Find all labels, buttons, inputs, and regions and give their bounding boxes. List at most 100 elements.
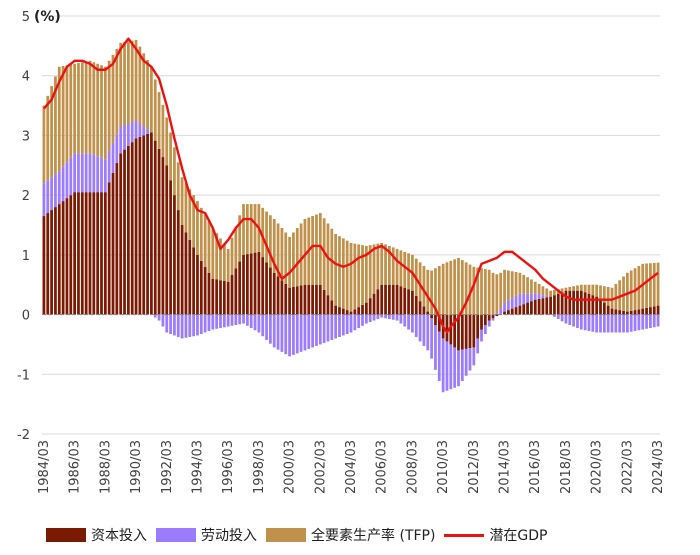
bar-tfp: [42, 105, 46, 184]
bar-tfp: [541, 286, 545, 296]
bar-capital: [226, 281, 230, 315]
bar-tfp: [349, 242, 353, 312]
potential-gdp-line: [43, 37, 659, 334]
bar-tfp: [245, 204, 249, 255]
bar-labor: [307, 314, 311, 349]
bar-capital: [134, 138, 138, 315]
bar-tfp: [629, 270, 633, 311]
bar-labor: [96, 156, 100, 193]
bar-tfp: [418, 262, 422, 302]
bar-tfp: [430, 270, 433, 315]
bar-capital: [364, 302, 368, 315]
x-tick-label: 1996/03: [221, 440, 236, 494]
bar-capital: [173, 195, 176, 315]
bar-tfp: [361, 245, 364, 305]
bar-capital: [288, 287, 291, 315]
bar-labor: [418, 314, 422, 342]
legend-swatch-labor: [156, 528, 196, 542]
legend-swatch-capital: [46, 528, 86, 542]
bar-labor: [253, 314, 257, 331]
bar-labor: [180, 314, 184, 339]
bar-capital: [476, 314, 480, 339]
x-tick-label: 2006/03: [375, 440, 390, 494]
bar-tfp: [80, 62, 84, 154]
bar-labor: [645, 314, 648, 329]
bar-labor: [364, 314, 368, 324]
bar-tfp: [472, 266, 476, 315]
bar-tfp: [537, 283, 541, 295]
bar-labor: [411, 314, 414, 333]
bar-labor: [430, 318, 433, 359]
bar-labor: [292, 314, 295, 355]
bar-tfp: [65, 65, 69, 163]
bar-capital: [184, 232, 188, 315]
y-tick-label: 2: [22, 189, 30, 204]
bar-tfp: [341, 238, 345, 309]
bar-tfp: [606, 286, 610, 306]
bar-tfp: [445, 262, 449, 315]
bar-labor: [372, 314, 376, 321]
bar-tfp: [622, 276, 625, 311]
bar-capital: [315, 284, 318, 315]
bar-tfp: [219, 238, 222, 281]
bar-labor: [169, 314, 172, 334]
bar-tfp: [61, 66, 65, 167]
y-tick-label: 3: [22, 129, 30, 144]
bar-capital: [261, 257, 265, 315]
x-tick-label: 2008/03: [405, 440, 420, 494]
bar-capital: [407, 289, 410, 315]
bar-tfp: [211, 227, 215, 279]
bar-labor: [65, 162, 69, 199]
bar-tfp: [299, 223, 303, 286]
x-tick-label: 2000/03: [283, 440, 298, 494]
bar-tfp: [284, 232, 288, 284]
bar-labor: [399, 314, 403, 324]
bar-tfp: [103, 66, 107, 160]
bar-tfp: [142, 53, 146, 127]
bar-tfp: [84, 61, 88, 154]
bar-tfp: [222, 243, 226, 281]
bar-tfp: [376, 243, 380, 290]
bar-capital: [372, 293, 376, 315]
bar-labor: [299, 314, 303, 352]
bar-capital: [518, 305, 522, 315]
bar-tfp: [311, 216, 314, 285]
bar-labor: [491, 318, 495, 321]
bar-capital: [284, 283, 288, 315]
bar-labor: [526, 293, 529, 303]
x-tick-label: 2018/03: [559, 440, 574, 494]
bar-capital: [422, 306, 426, 315]
bar-labor: [103, 159, 107, 193]
x-tick-labels: 1984/03 1986/03 1988/03 1990/03 1992/03 1994/…: [37, 440, 666, 494]
bar-tfp: [614, 283, 618, 310]
bar-tfp: [126, 41, 130, 124]
bar-tfp: [196, 201, 199, 255]
bar-capital: [380, 284, 384, 315]
bar-labor: [361, 314, 364, 326]
bar-labor: [641, 314, 645, 330]
bar-capital: [207, 272, 211, 315]
bar-capital: [645, 307, 648, 315]
bar-capital: [103, 192, 107, 315]
bar-tfp: [330, 228, 334, 301]
bar-tfp: [238, 215, 242, 262]
bar-tfp: [77, 63, 80, 154]
bar-labor: [572, 314, 576, 327]
bar-labor: [173, 314, 176, 336]
bar-labor: [464, 348, 468, 376]
x-tick-label: 2010/03: [436, 440, 451, 494]
x-tick-label: 2014/03: [498, 440, 513, 494]
bar-labor: [422, 314, 426, 346]
bar-tfp: [395, 248, 399, 285]
bar-capital: [199, 260, 203, 315]
bar-tfp: [649, 263, 652, 308]
bar-capital: [334, 305, 338, 315]
bar-tfp: [579, 284, 583, 291]
bar-labor: [395, 314, 399, 321]
bar-capital: [376, 289, 380, 315]
bar-capital: [560, 292, 564, 315]
bar-tfp: [453, 259, 457, 315]
bar-capital: [610, 308, 614, 315]
bar-labor: [414, 314, 418, 337]
bar-labor: [614, 314, 618, 333]
